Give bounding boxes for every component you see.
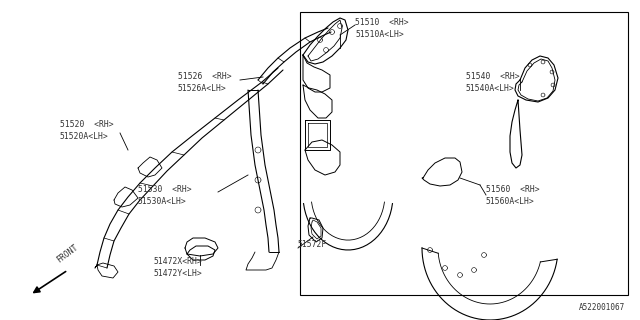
Text: 51540A<LH>: 51540A<LH> bbox=[466, 84, 515, 93]
Text: 51472Y<LH>: 51472Y<LH> bbox=[153, 269, 202, 278]
Text: 51510A<LH>: 51510A<LH> bbox=[355, 30, 404, 39]
Text: 51560  <RH>: 51560 <RH> bbox=[486, 185, 540, 194]
Bar bbox=[300, 12, 628, 295]
Text: 51540  <RH>: 51540 <RH> bbox=[466, 72, 520, 81]
Text: 51526A<LH>: 51526A<LH> bbox=[178, 84, 227, 93]
Text: 51520  <RH>: 51520 <RH> bbox=[60, 120, 114, 129]
Text: 51472X<RH>: 51472X<RH> bbox=[153, 257, 202, 266]
Text: 51520A<LH>: 51520A<LH> bbox=[60, 132, 109, 141]
Text: A522001067: A522001067 bbox=[579, 303, 625, 312]
Text: 51510  <RH>: 51510 <RH> bbox=[355, 18, 408, 27]
Text: 51572F: 51572F bbox=[298, 240, 327, 249]
Text: 51560A<LH>: 51560A<LH> bbox=[486, 197, 535, 206]
Text: 51530A<LH>: 51530A<LH> bbox=[138, 197, 187, 206]
Text: 51530  <RH>: 51530 <RH> bbox=[138, 185, 191, 194]
Text: 51526  <RH>: 51526 <RH> bbox=[178, 72, 232, 81]
Text: FRONT: FRONT bbox=[55, 243, 80, 265]
